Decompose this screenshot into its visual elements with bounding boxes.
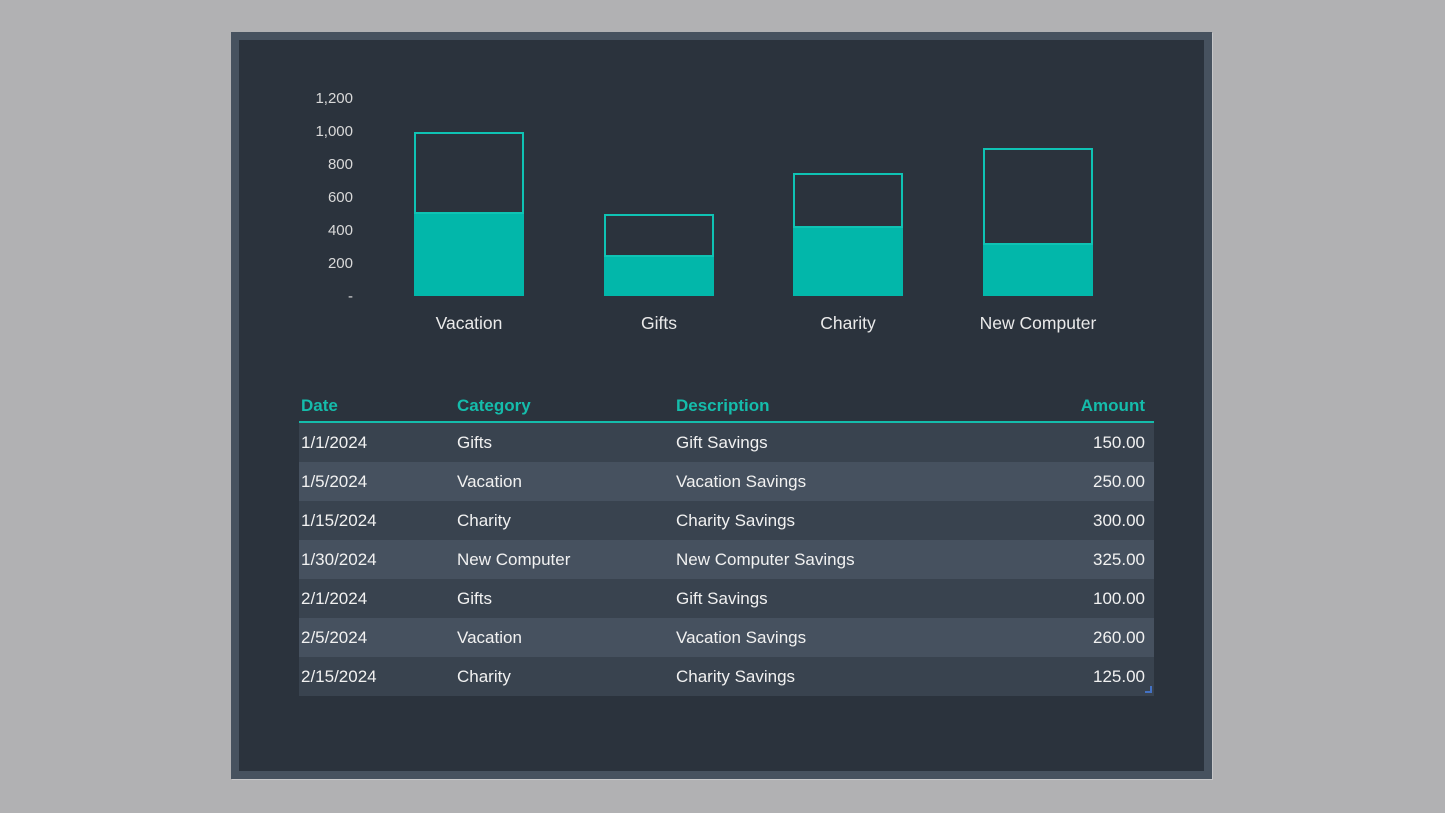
- table-cell[interactable]: 2/5/2024: [301, 628, 368, 647]
- table-cell[interactable]: Gift Savings: [676, 589, 768, 608]
- table-cell[interactable]: Vacation: [457, 628, 522, 647]
- table-cell[interactable]: 1/5/2024: [301, 472, 368, 491]
- table-cell[interactable]: Gift Savings: [676, 433, 768, 452]
- table-row: 2/1/2024 Gifts Gift Savings 100.00: [299, 579, 1154, 618]
- table-cell[interactable]: 300.00: [1093, 511, 1145, 530]
- spreadsheet-window: 1,200 1,000 800 600 400 200 - Vacation Gifts Cha…: [231, 32, 1212, 779]
- table-cell[interactable]: 150.00: [1093, 433, 1145, 452]
- table-row: 2/15/2024 Charity Charity Savings 125.00: [299, 657, 1154, 696]
- table-cell[interactable]: New Computer Savings: [676, 550, 855, 569]
- category-axis-label: Vacation: [435, 313, 503, 333]
- table-cell[interactable]: Vacation: [457, 472, 522, 491]
- table-cell[interactable]: Charity Savings: [676, 511, 796, 530]
- table-cell[interactable]: New Computer: [457, 550, 571, 569]
- category-axis-label: Charity: [820, 313, 876, 333]
- table-cell[interactable]: 2/15/2024: [301, 667, 377, 686]
- table-row: 2/5/2024 Vacation Vacation Savings 260.00: [299, 618, 1154, 657]
- y-axis-tick-label: 400: [327, 221, 353, 239]
- table-cell[interactable]: Gifts: [457, 433, 492, 452]
- goal-remaining-bar-gifts[interactable]: [604, 213, 714, 257]
- goal-remaining-bar-vacation[interactable]: [414, 131, 524, 215]
- goal-remaining-bar-charity[interactable]: [793, 172, 903, 229]
- saved-bar-vacation[interactable]: [414, 212, 524, 296]
- column-header-amount[interactable]: Amount: [1080, 396, 1145, 415]
- category-axis-label: Gifts: [641, 313, 677, 333]
- savings-table: Date Category Description Amount 1/1/2024 Gi…: [299, 390, 1154, 696]
- column-header-description[interactable]: Description: [676, 396, 770, 415]
- table-row: 1/5/2024 Vacation Vacation Savings 250.00: [299, 462, 1154, 501]
- y-axis-tick-label: 600: [327, 188, 353, 206]
- goal-remaining-bar-new-computer[interactable]: [983, 148, 1093, 245]
- table-cell[interactable]: 125.00: [1093, 667, 1145, 686]
- table-row: 1/30/2024 New Computer New Computer Saving…: [299, 540, 1154, 579]
- savings-goal-chart: 1,200 1,000 800 600 400 200 - Vacation Gifts Cha…: [239, 40, 1204, 350]
- table-cell[interactable]: Charity Savings: [676, 667, 796, 686]
- table-cell[interactable]: Charity: [457, 511, 511, 530]
- column-header-date[interactable]: Date: [301, 396, 338, 415]
- table-header-row: Date Category Description Amount: [299, 390, 1154, 423]
- table-cell[interactable]: Gifts: [457, 589, 492, 608]
- y-axis-tick-label: 1,200: [315, 90, 353, 108]
- table-cell[interactable]: Vacation Savings: [676, 628, 807, 647]
- table-cell[interactable]: 250.00: [1093, 472, 1145, 491]
- saved-bar-new-computer[interactable]: [983, 242, 1093, 296]
- table-cell[interactable]: 1/30/2024: [301, 550, 377, 569]
- table-cell[interactable]: 100.00: [1093, 589, 1145, 608]
- table-cell[interactable]: 260.00: [1093, 628, 1145, 647]
- table-cell[interactable]: Vacation Savings: [676, 472, 807, 491]
- y-axis-tick-label: 200: [327, 254, 353, 272]
- column-header-category[interactable]: Category: [457, 396, 531, 415]
- category-axis-label: New Computer: [979, 313, 1097, 333]
- table-body: 1/1/2024 Gifts Gift Savings 150.00 1/5/2024 V…: [299, 423, 1154, 696]
- table-cell[interactable]: 1/15/2024: [301, 511, 377, 530]
- y-axis-tick-label: 1,000: [315, 123, 353, 141]
- table-resize-handle[interactable]: [1145, 686, 1152, 693]
- y-axis-tick-label: 800: [327, 156, 353, 174]
- table-cell[interactable]: 1/1/2024: [301, 433, 368, 452]
- table-row: 1/15/2024 Charity Charity Savings 300.00: [299, 501, 1154, 540]
- table-cell[interactable]: 2/1/2024: [301, 589, 368, 608]
- saved-bar-charity[interactable]: [793, 226, 903, 296]
- table-cell[interactable]: Charity: [457, 667, 511, 686]
- table-row: 1/1/2024 Gifts Gift Savings 150.00: [299, 423, 1154, 462]
- saved-bar-gifts[interactable]: [604, 254, 714, 296]
- table-cell[interactable]: 325.00: [1093, 550, 1145, 569]
- y-axis-tick-label: -: [348, 287, 353, 305]
